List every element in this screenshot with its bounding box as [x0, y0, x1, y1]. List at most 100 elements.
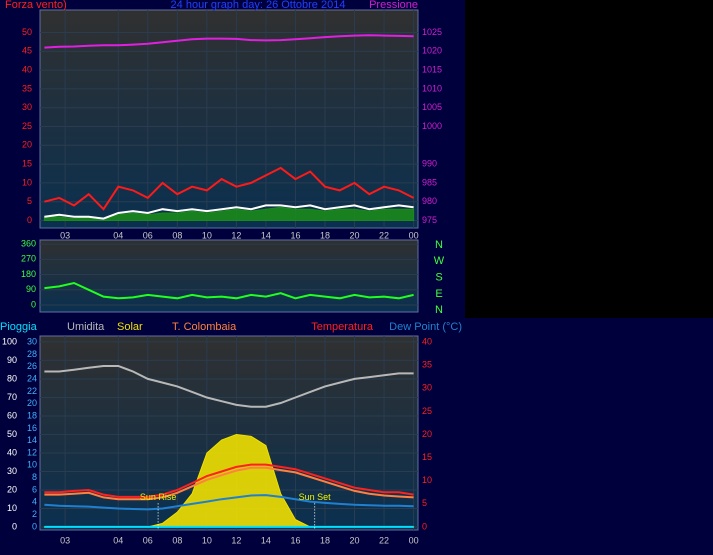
y-tick-label: 30: [7, 466, 17, 476]
y-tick-label: 10: [27, 460, 37, 470]
x-tick-label: 06: [143, 230, 153, 240]
y-tick-label: 990: [422, 158, 437, 168]
y-tick-label: 1025: [422, 27, 442, 37]
y-tick-label: 20: [27, 398, 37, 408]
x-tick-label: 22: [379, 230, 389, 240]
y-tick-label: 360: [21, 238, 36, 248]
y-tick-label: 18: [27, 410, 37, 420]
y-tick-label: 4: [32, 497, 37, 507]
line-series: [44, 281, 414, 300]
x-tick-label: 08: [172, 230, 182, 240]
y-tick-label: 0: [12, 521, 17, 531]
y-tick-label: 270: [21, 254, 36, 264]
y-tick-label: 25: [422, 406, 432, 416]
compass-label: N: [435, 239, 443, 251]
y-tick-label: 2: [32, 509, 37, 519]
y-tick-label: 1010: [422, 83, 442, 93]
y-tick-label: 1020: [422, 46, 442, 56]
y-tick-label: 45: [22, 46, 32, 56]
x-tick-label: 04: [113, 230, 123, 240]
y-tick-label: 40: [22, 65, 32, 75]
y-tick-label: 26: [27, 361, 37, 371]
empty-area: [465, 0, 713, 318]
y-tick-label: 20: [422, 429, 432, 439]
y-tick-label: 975: [422, 215, 437, 225]
x-tick-label: 08: [172, 535, 182, 545]
x-tick-label: 04: [113, 535, 123, 545]
y-tick-label: 0: [422, 521, 427, 531]
y-tick-label: 90: [7, 355, 17, 365]
y-tick-label: 1005: [422, 102, 442, 112]
y-tick-label: 50: [22, 27, 32, 37]
y-tick-label: 40: [422, 336, 432, 346]
compass-label: S: [435, 272, 442, 284]
line-series: [44, 494, 414, 511]
x-tick-label: 03: [60, 535, 70, 545]
y-tick-label: 1000: [422, 121, 442, 131]
x-tick-label: 20: [350, 535, 360, 545]
y-tick-label: 1015: [422, 65, 442, 75]
plot-area: [39, 9, 419, 229]
x-tick-label: 14: [261, 230, 271, 240]
x-tick-label: 00: [409, 535, 419, 545]
x-tick-label: 22: [379, 535, 389, 545]
x-tick-label: 00: [409, 230, 419, 240]
plot-area: [39, 239, 419, 313]
x-tick-label: 12: [231, 535, 241, 545]
y-tick-label: 22: [27, 386, 37, 396]
y-tick-label: 24: [27, 373, 37, 383]
y-tick-label: 20: [7, 484, 17, 494]
line-series: [44, 365, 414, 408]
y-tick-label: 10: [422, 475, 432, 485]
y-tick-label: 14: [27, 435, 37, 445]
y-tick-label: 28: [27, 349, 37, 359]
y-tick-label: 30: [27, 337, 37, 347]
line-series: [44, 463, 414, 498]
legend-label: Solar: [117, 321, 143, 333]
y-tick-label: 6: [32, 484, 37, 494]
y-tick-label: 0: [27, 215, 32, 225]
y-tick-label: 12: [27, 447, 37, 457]
y-tick-label: 5: [422, 498, 427, 508]
y-tick-label: 70: [7, 392, 17, 402]
line-series: [44, 204, 414, 220]
chart-title: 24 hour graph day: 26 Ottobre 2014: [171, 0, 346, 11]
y-tick-label: 35: [422, 360, 432, 370]
y-tick-label: 10: [22, 177, 32, 187]
y-tick-label: 20: [22, 140, 32, 150]
y-tick-label: 50: [7, 429, 17, 439]
y-tick-label: 80: [7, 373, 17, 383]
x-tick-label: 18: [320, 535, 330, 545]
y-tick-label: 5: [27, 196, 32, 206]
annotation: Sun Set: [299, 492, 332, 502]
y-tick-label: 90: [26, 284, 36, 294]
line-series: [44, 34, 414, 49]
x-tick-label: 14: [261, 535, 271, 545]
compass-label: N: [435, 304, 443, 316]
y-tick-label: 10: [7, 503, 17, 513]
y-tick-label: 0: [31, 299, 36, 309]
y-tick-label: 180: [21, 269, 36, 279]
y-tick-label: 8: [32, 472, 37, 482]
x-tick-label: 06: [143, 535, 153, 545]
y-tick-label: 30: [422, 383, 432, 393]
y-tick-label: 30: [22, 102, 32, 112]
x-tick-label: 10: [202, 535, 212, 545]
x-tick-label: 16: [290, 230, 300, 240]
y-axis-label: Forza vento): [5, 0, 67, 11]
y-tick-label: 16: [27, 423, 37, 433]
x-tick-label: 12: [231, 230, 241, 240]
legend-label: Temperatura: [311, 321, 374, 333]
legend-label: Pioggia: [0, 321, 38, 333]
x-tick-label: 16: [290, 535, 300, 545]
legend-label: T. Colombaia: [172, 321, 237, 333]
x-tick-label: 20: [350, 230, 360, 240]
y-tick-label: 100: [2, 336, 17, 346]
line-series: [44, 166, 415, 211]
x-tick-label: 10: [202, 230, 212, 240]
x-tick-label: 03: [60, 230, 70, 240]
y-tick-label: 60: [7, 410, 17, 420]
y-tick-label: 980: [422, 196, 437, 206]
y-tick-label: 0: [32, 521, 37, 531]
